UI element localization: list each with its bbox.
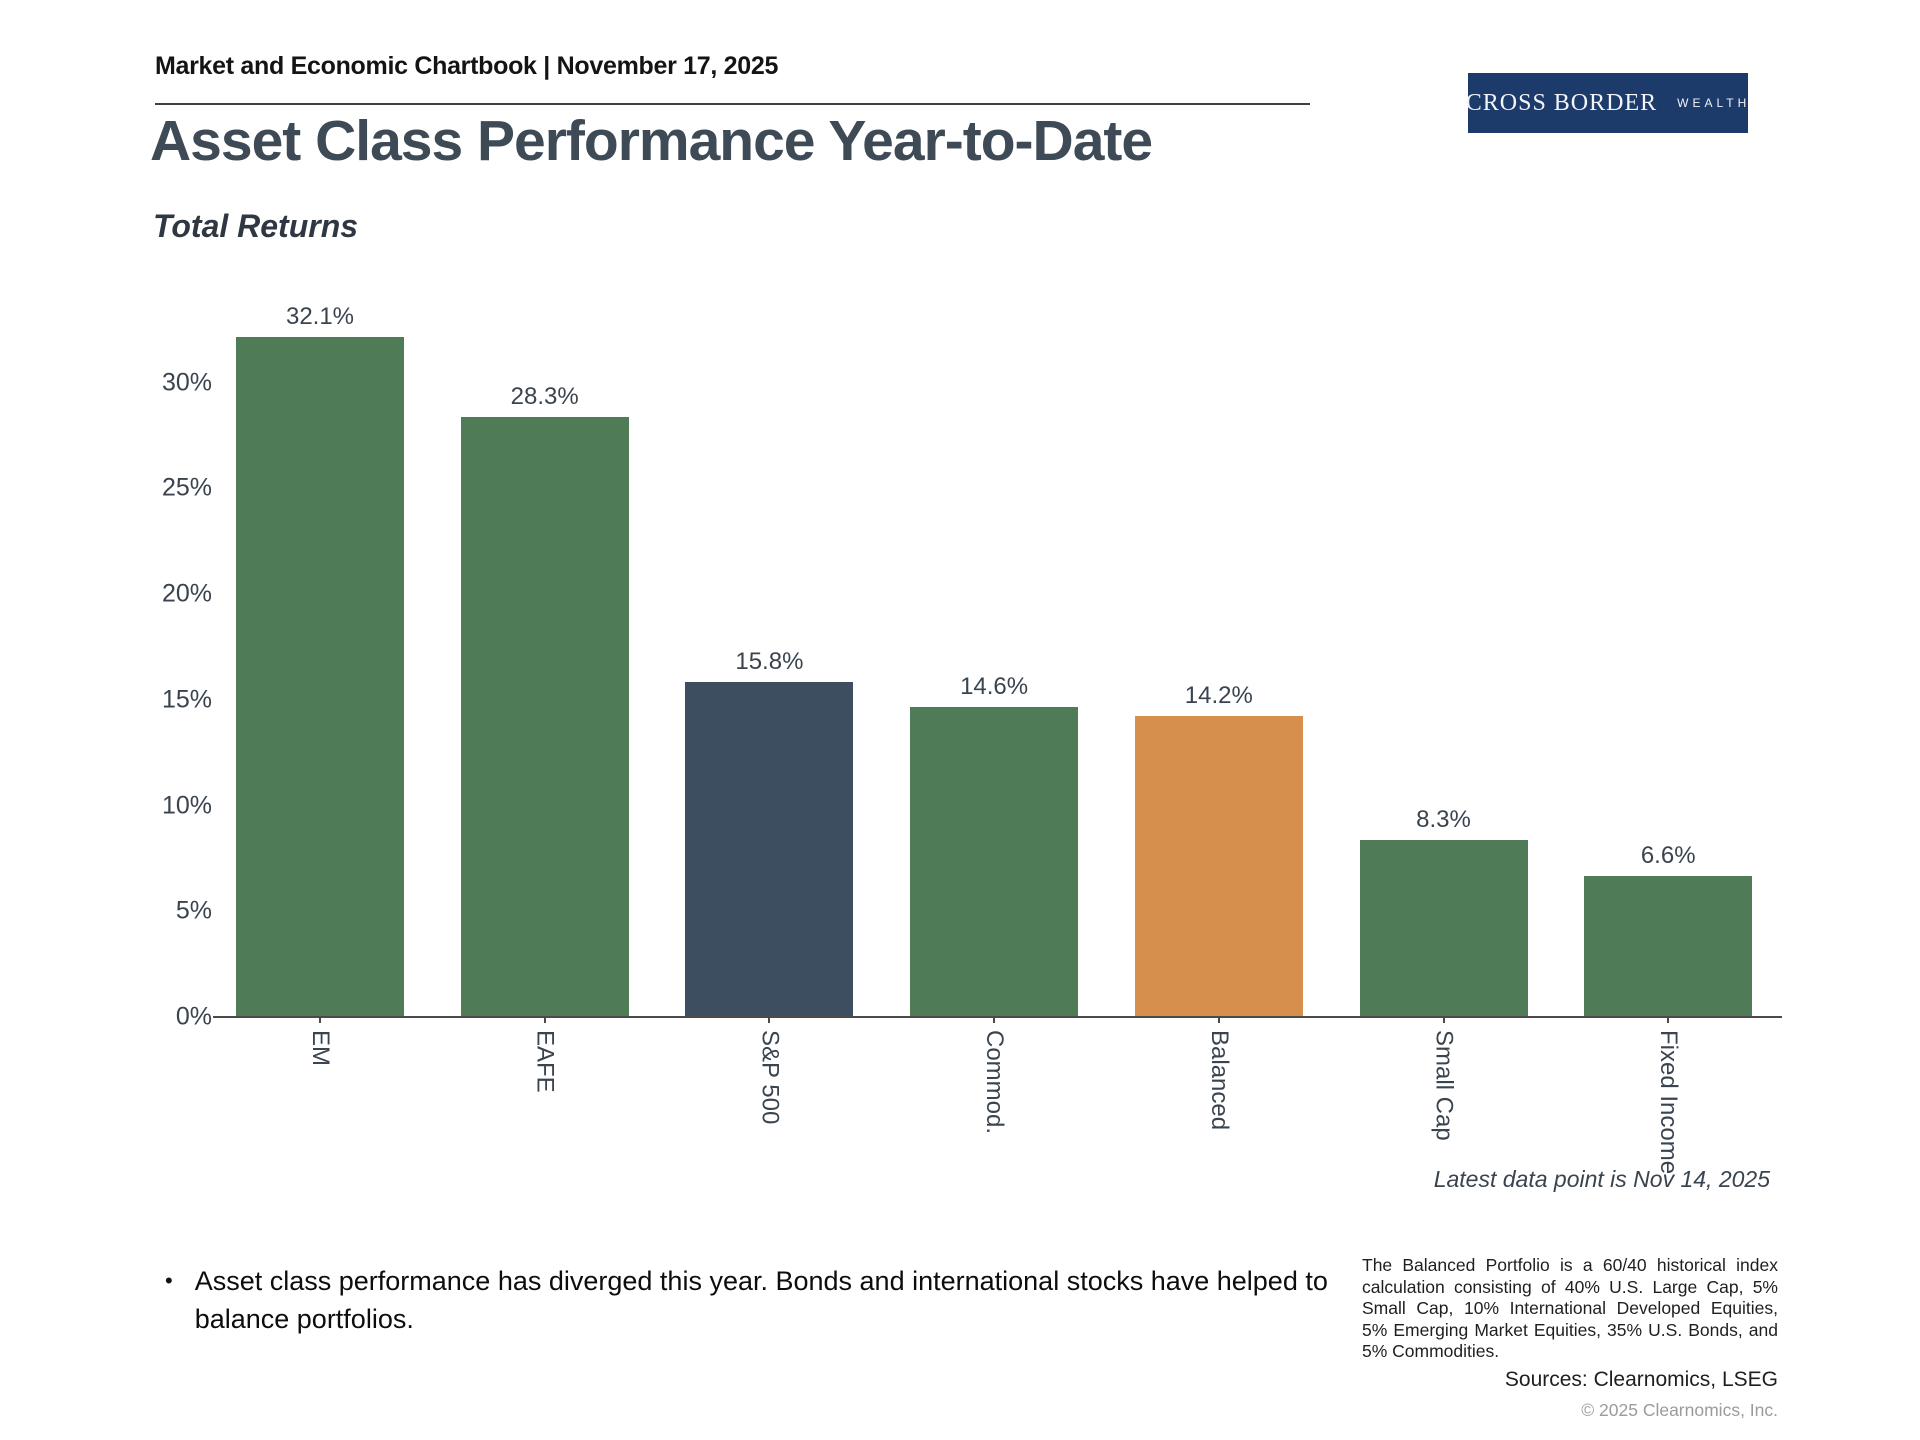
chart-latest-data-note: Latest data point is Nov 14, 2025 bbox=[1433, 1166, 1770, 1192]
y-axis-label: 25% bbox=[161, 473, 212, 502]
bar-small-cap bbox=[1359, 840, 1528, 1016]
bar-eafe bbox=[460, 417, 629, 1016]
header-divider bbox=[155, 103, 1310, 105]
y-axis-label: 20% bbox=[161, 579, 212, 608]
copyright-line: © 2025 Clearnomics, Inc. bbox=[1581, 1400, 1778, 1420]
commentary-text: Asset class performance has diverged thi… bbox=[194, 1266, 1328, 1334]
bar-em bbox=[236, 337, 404, 1016]
x-axis-tick bbox=[319, 1018, 321, 1023]
sources-line: Sources: Clearnomics, LSEG bbox=[1504, 1368, 1778, 1391]
x-axis-label: EAFE bbox=[531, 1030, 559, 1093]
bar-value-label: 8.3% bbox=[1416, 806, 1471, 834]
y-axis-label: 30% bbox=[161, 368, 212, 396]
x-axis-label: Small Cap bbox=[1430, 1030, 1458, 1141]
bar-value-label: 28.3% bbox=[510, 383, 579, 411]
balanced-portfolio-footnote: The Balanced Portfolio is a 60/40 histor… bbox=[1362, 1255, 1778, 1362]
x-axis-label: S&P 500 bbox=[756, 1030, 784, 1125]
x-axis-tick bbox=[1667, 1018, 1670, 1023]
x-axis-label: Commod. bbox=[981, 1030, 1009, 1135]
y-axis-label: 0% bbox=[175, 1002, 212, 1031]
page-title: Asset Class Performance Year-to-Date bbox=[150, 109, 1153, 173]
brand-logo: CROSS BORDER WEALTH bbox=[1465, 73, 1751, 133]
logo-secondary-text: WEALTH bbox=[1677, 96, 1751, 110]
x-axis-line bbox=[213, 1016, 1782, 1018]
x-axis-tick bbox=[1442, 1018, 1445, 1023]
y-axis-label: 5% bbox=[175, 896, 212, 925]
x-axis-label: Fixed Income bbox=[1655, 1030, 1683, 1175]
bar-commod- bbox=[910, 707, 1079, 1016]
x-axis-tick bbox=[543, 1018, 546, 1023]
bar-value-label: 32.1% bbox=[285, 303, 355, 331]
bar-value-label: 14.6% bbox=[960, 673, 1029, 701]
x-axis-tick bbox=[993, 1018, 996, 1023]
logo-primary-text: CROSS BORDER bbox=[1465, 89, 1658, 116]
bullet-icon: • bbox=[165, 1268, 173, 1293]
x-axis-label: EM bbox=[307, 1030, 334, 1066]
report-header: Market and Economic Chartbook | November… bbox=[155, 52, 779, 80]
bar-balanced bbox=[1134, 715, 1303, 1016]
page-subtitle: Total Returns bbox=[153, 208, 359, 244]
y-axis-label: 15% bbox=[161, 685, 212, 714]
x-axis-tick bbox=[1217, 1018, 1220, 1023]
y-axis-label: 10% bbox=[161, 791, 212, 819]
bar-fixed-income bbox=[1584, 876, 1753, 1016]
bar-s-p-500 bbox=[685, 681, 854, 1016]
x-axis-tick bbox=[768, 1018, 771, 1023]
commentary-section: • Asset class performance has diverged t… bbox=[165, 1262, 1425, 1338]
bar-value-label: 6.6% bbox=[1640, 842, 1696, 870]
x-axis-label: Balanced bbox=[1205, 1030, 1233, 1131]
bar-value-label: 14.2% bbox=[1184, 681, 1253, 709]
bar-value-label: 15.8% bbox=[735, 647, 804, 675]
